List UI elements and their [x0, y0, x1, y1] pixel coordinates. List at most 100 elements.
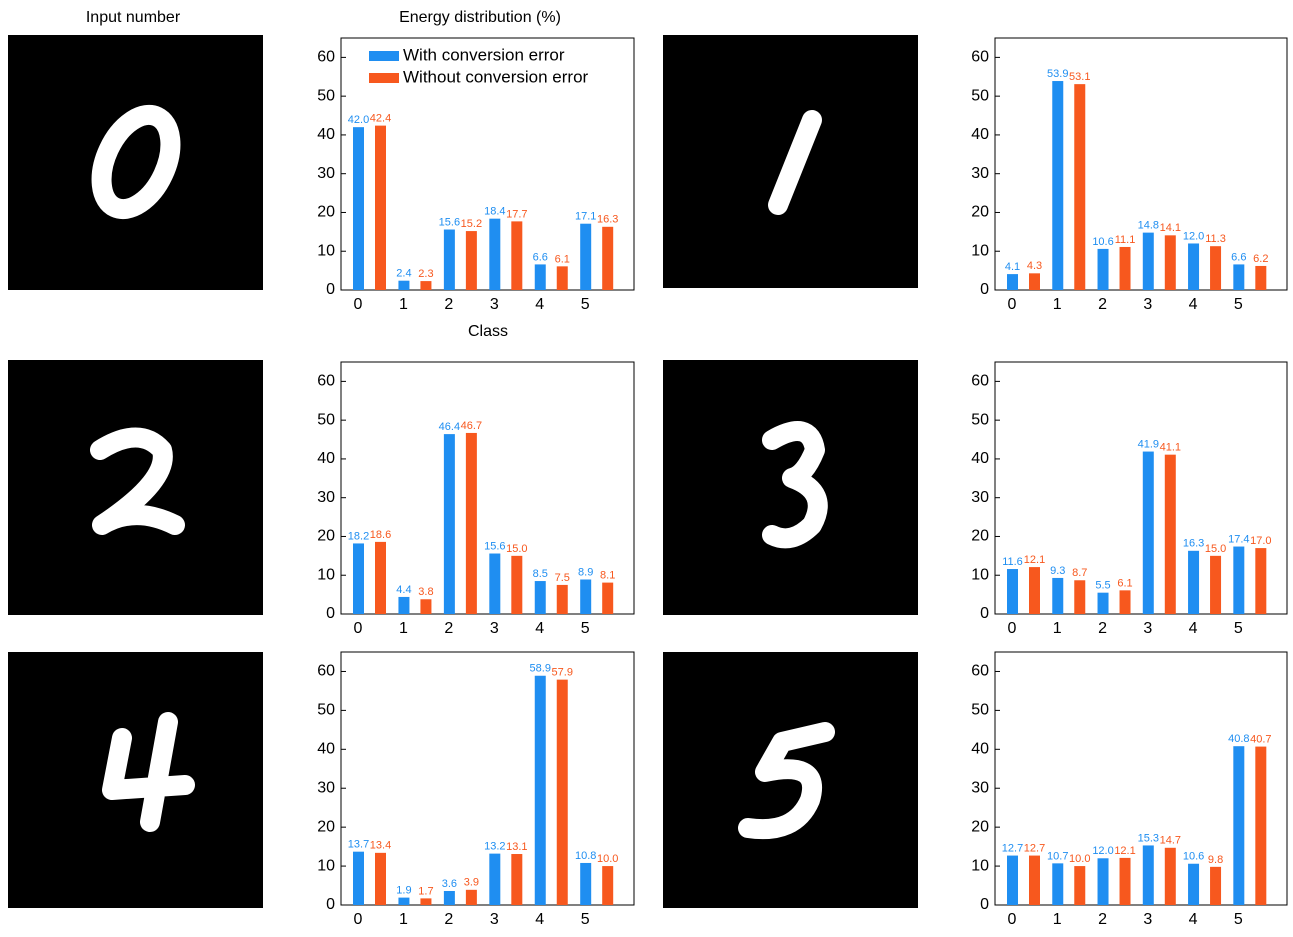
- value-label: 15.6: [439, 216, 460, 228]
- x-tick-label: 3: [490, 911, 499, 928]
- bar: [602, 583, 613, 614]
- bar: [489, 219, 500, 290]
- value-label: 8.7: [1072, 567, 1087, 579]
- legend-label: With conversion error: [403, 45, 565, 64]
- value-label: 4.1: [1005, 261, 1020, 273]
- x-tick-label: 5: [581, 911, 590, 928]
- y-tick-label: 0: [980, 281, 989, 298]
- value-label: 15.2: [461, 218, 482, 230]
- value-label: 3.8: [418, 586, 433, 598]
- x-tick-label: 2: [1098, 296, 1107, 313]
- y-tick-label: 20: [317, 818, 335, 835]
- y-tick-label: 50: [317, 702, 335, 719]
- x-tick-label: 4: [535, 620, 544, 637]
- x-tick-label: 5: [1234, 620, 1243, 637]
- bar: [511, 556, 522, 614]
- bar: [580, 579, 591, 614]
- bar: [580, 224, 591, 290]
- value-label: 57.9: [552, 667, 573, 679]
- digit-image: [8, 360, 263, 615]
- x-tick-label: 4: [535, 296, 544, 313]
- bar: [1120, 590, 1131, 614]
- bar: [1052, 863, 1063, 905]
- y-tick-label: 30: [317, 779, 335, 796]
- value-label: 18.2: [348, 530, 369, 542]
- x-tick-label: 1: [1053, 296, 1062, 313]
- y-tick-label: 10: [971, 566, 989, 583]
- value-label: 11.1: [1115, 234, 1136, 246]
- bar: [353, 543, 364, 614]
- bar: [1074, 866, 1085, 905]
- digit-image: [663, 360, 918, 615]
- column-label: Input number: [86, 9, 181, 26]
- value-label: 10.0: [1069, 853, 1090, 865]
- bar: [535, 264, 546, 290]
- bar: [353, 127, 364, 290]
- bar: [1074, 84, 1085, 290]
- figure: Input number Energy distribution (%) Cla…: [0, 0, 1293, 932]
- y-tick-label: 0: [326, 605, 335, 622]
- value-label: 16.3: [597, 214, 618, 226]
- y-tick-label: 40: [317, 741, 335, 758]
- y-tick-label: 0: [326, 281, 335, 298]
- bar: [1120, 247, 1131, 290]
- y-tick-label: 60: [971, 49, 989, 66]
- value-label: 2.3: [418, 268, 433, 280]
- bar: [1029, 856, 1040, 905]
- bar: [1007, 274, 1018, 290]
- y-tick-label: 60: [971, 373, 989, 390]
- value-label: 6.6: [533, 251, 548, 263]
- value-label: 6.2: [1253, 253, 1268, 265]
- y-tick-label: 30: [971, 165, 989, 182]
- y-tick-label: 0: [980, 605, 989, 622]
- value-label: 14.8: [1138, 220, 1159, 232]
- value-label: 15.0: [506, 543, 527, 555]
- y-tick-label: 10: [317, 566, 335, 583]
- x-tick-label: 0: [354, 911, 363, 928]
- bar: [511, 854, 522, 905]
- value-label: 12.1: [1114, 845, 1135, 857]
- value-label: 9.3: [1050, 565, 1065, 577]
- x-tick-label: 5: [581, 296, 590, 313]
- value-label: 5.5: [1095, 580, 1110, 592]
- value-label: 13.7: [348, 839, 369, 851]
- value-label: 11.6: [1002, 556, 1023, 568]
- y-tick-label: 10: [971, 857, 989, 874]
- value-label: 58.9: [530, 663, 551, 675]
- bar: [1007, 856, 1018, 905]
- value-label: 10.8: [575, 850, 596, 862]
- bar: [375, 126, 386, 290]
- value-label: 46.7: [461, 420, 482, 432]
- x-tick-label: 1: [399, 911, 408, 928]
- value-label: 8.9: [578, 566, 593, 578]
- value-label: 17.4: [1228, 533, 1249, 545]
- y-tick-label: 50: [971, 87, 989, 104]
- value-label: 6.6: [1231, 251, 1246, 263]
- x-tick-label: 1: [399, 620, 408, 637]
- y-tick-label: 30: [317, 489, 335, 506]
- value-label: 11.3: [1205, 233, 1226, 245]
- bar: [1143, 233, 1154, 290]
- x-tick-label: 0: [354, 620, 363, 637]
- y-tick-label: 20: [971, 818, 989, 835]
- y-tick-label: 50: [971, 702, 989, 719]
- value-label: 46.4: [439, 421, 460, 433]
- y-tick-label: 40: [971, 126, 989, 143]
- bar: [375, 853, 386, 905]
- bar: [444, 891, 455, 905]
- value-label: 8.5: [533, 568, 548, 580]
- y-tick-label: 10: [317, 857, 335, 874]
- x-tick-label: 0: [1008, 911, 1017, 928]
- x-tick-label: 2: [444, 911, 453, 928]
- value-label: 15.6: [484, 540, 505, 552]
- x-tick-label: 2: [444, 296, 453, 313]
- value-label: 15.0: [1205, 543, 1226, 555]
- bar: [557, 680, 568, 905]
- bar: [1165, 235, 1176, 290]
- y-tick-label: 30: [971, 489, 989, 506]
- bar: [1188, 864, 1199, 905]
- value-label: 9.8: [1208, 854, 1223, 866]
- value-label: 1.9: [396, 885, 411, 897]
- bar: [1210, 246, 1221, 290]
- x-tick-label: 2: [444, 620, 453, 637]
